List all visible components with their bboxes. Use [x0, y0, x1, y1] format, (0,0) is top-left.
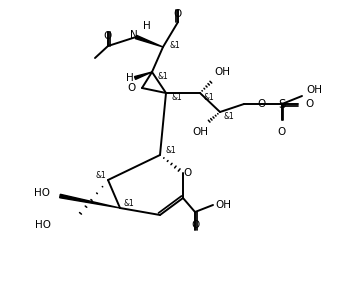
Text: OH: OH — [215, 200, 231, 210]
Polygon shape — [60, 194, 120, 208]
Text: H: H — [126, 73, 134, 83]
Text: O: O — [278, 127, 286, 137]
Text: &1: &1 — [157, 72, 168, 80]
Text: &1: &1 — [171, 92, 182, 102]
Text: O: O — [258, 99, 266, 109]
Text: &1: &1 — [169, 40, 180, 50]
Polygon shape — [135, 72, 152, 80]
Text: HO: HO — [34, 188, 50, 198]
Text: O: O — [191, 220, 199, 230]
Text: HO: HO — [35, 220, 51, 230]
Text: N: N — [130, 30, 138, 40]
Text: O: O — [306, 99, 314, 109]
Text: H: H — [143, 21, 151, 31]
Text: OH: OH — [192, 127, 208, 137]
Text: O: O — [174, 9, 182, 19]
Text: S: S — [278, 98, 286, 110]
Text: &1: &1 — [95, 170, 106, 180]
Text: &1: &1 — [165, 145, 176, 155]
Text: O: O — [128, 83, 136, 93]
Text: OH: OH — [306, 85, 322, 95]
Text: &1: &1 — [124, 199, 135, 207]
Polygon shape — [135, 35, 163, 47]
Text: OH: OH — [214, 67, 230, 77]
Text: &1: &1 — [224, 111, 235, 121]
Text: &1: &1 — [204, 92, 215, 102]
Text: O: O — [104, 31, 112, 41]
Text: O: O — [184, 168, 192, 178]
